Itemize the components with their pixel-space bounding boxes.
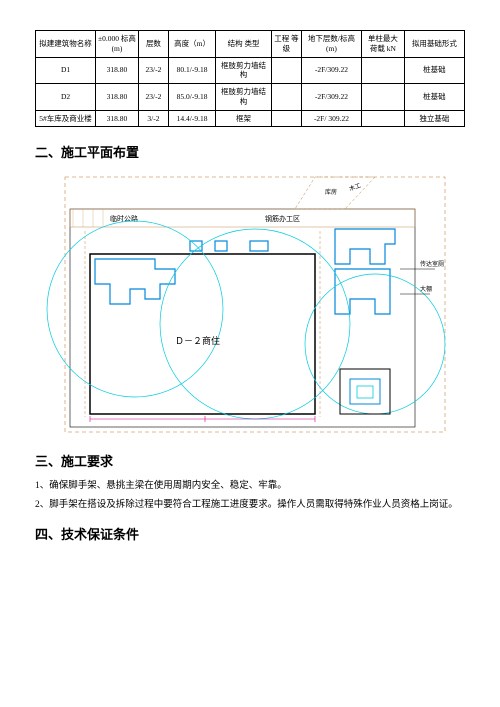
table-cell: 桩基础 [404,57,464,84]
table-cell: 3/-2 [138,110,168,127]
section-4-title: 四、技术保证条件 [35,524,465,543]
table-cell: 318.80 [96,110,139,127]
table-cell [361,110,404,127]
table-cell [271,84,301,111]
table-cell [271,57,301,84]
table-cell: D2 [36,84,96,111]
svg-text:传达室厕: 传达室厕 [420,260,444,268]
building-spec-table: 拟建建筑物名称 ±0.000 标高(m) 层数 高度（m） 结构 类型 工程 等… [35,30,465,127]
svg-text:木工: 木工 [348,182,362,194]
svg-text:库房: 库房 [325,188,337,196]
table-cell: D1 [36,57,96,84]
col-load: 单柱最大 荷载 kN [361,31,404,58]
table-header-row: 拟建建筑物名称 ±0.000 标高(m) 层数 高度（m） 结构 类型 工程 等… [36,31,465,58]
table-cell: -2F/309.22 [301,57,361,84]
requirement-2: 2、脚手架在搭设及拆除过程中要符合工程施工进度要求。操作人员需取得特殊作业人员资… [35,497,465,514]
col-name: 拟建建筑物名称 [36,31,96,58]
table-cell: 23/-2 [138,57,168,84]
table-cell: 框肢剪力墙结构 [216,84,272,111]
col-basement: 地下层数/标高(m) [301,31,361,58]
table-cell: 318.80 [96,57,139,84]
table-cell: 80.1/-9.18 [168,57,215,84]
section-2-title: 二、施工平面布置 [35,142,465,161]
table-body: D1318.8023/-280.1/-9.18框肢剪力墙结构-2F/309.22… [36,57,465,127]
table-cell [361,57,404,84]
table-cell: 桩基础 [404,84,464,111]
col-floors: 层数 [138,31,168,58]
table-cell: -2F/309.22 [301,84,361,111]
svg-text:Ｄ－２商住: Ｄ－２商住 [175,335,220,346]
table-cell: 框肢剪力墙结构 [216,57,272,84]
site-plan-diagram: 临时公路 钢筋办工区 库房 木工 Ｄ－２商住 [35,169,465,439]
svg-text:大棚: 大棚 [420,285,432,293]
table-cell: 5#车库及商业楼 [36,110,96,127]
table-cell: -2F/ 309.22 [301,110,361,127]
col-height: 高度（m） [168,31,215,58]
table-row: D2318.8023/-285.0/-9.18框肢剪力墙结构 -2F/309.22… [36,84,465,111]
col-foundation: 拟用基础形式 [404,31,464,58]
col-struct: 结构 类型 [216,31,272,58]
svg-text:钢筋办工区: 钢筋办工区 [265,214,300,223]
table-cell: 14.4/-9.18 [168,110,215,127]
col-grade: 工程 等级 [271,31,301,58]
col-elev: ±0.000 标高(m) [96,31,139,58]
table-cell [271,110,301,127]
table-cell: 独立基础 [404,110,464,127]
table-row: 5#车库及商业楼318.803/-214.4/-9.18框架 -2F/ 309.2… [36,110,465,127]
table-row: D1318.8023/-280.1/-9.18框肢剪力墙结构 -2F/309.22… [36,57,465,84]
table-cell [361,84,404,111]
table-cell: 85.0/-9.18 [168,84,215,111]
table-cell: 框架 [216,110,272,127]
section-3-title: 三、施工要求 [35,451,465,470]
table-cell: 318.80 [96,84,139,111]
table-cell: 23/-2 [138,84,168,111]
requirement-1: 1、确保脚手架、悬挑主梁在使用周期内安全、稳定、牢靠。 [35,478,465,495]
